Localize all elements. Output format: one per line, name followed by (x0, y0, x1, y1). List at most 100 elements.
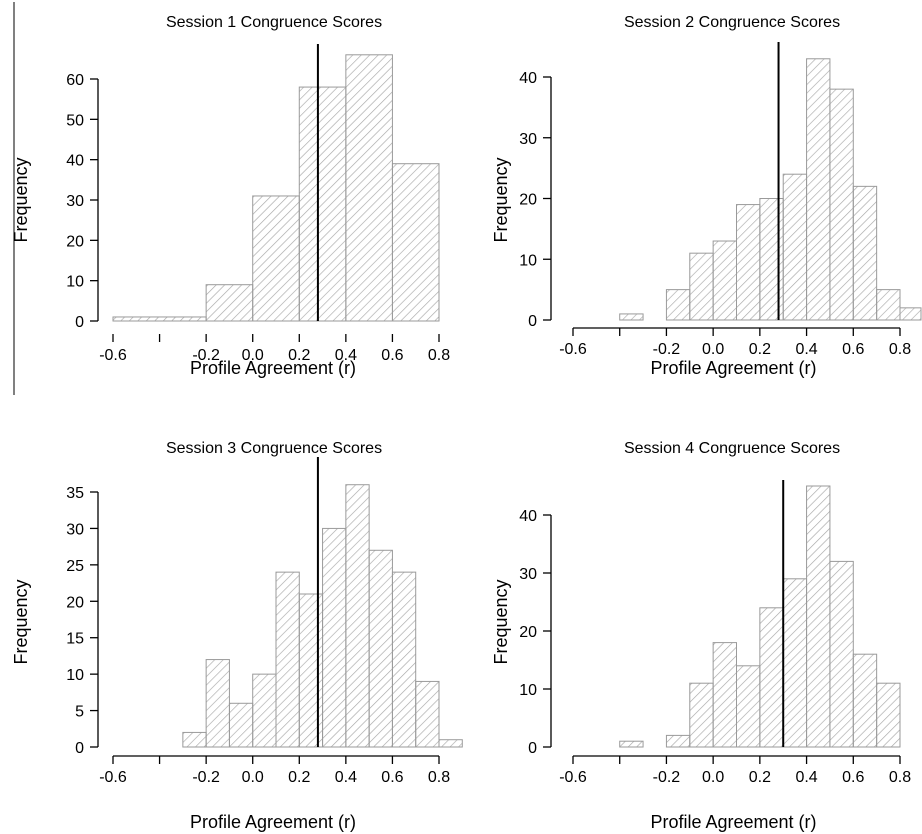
histogram-bar (345, 54, 393, 322)
histogram-bar (852, 653, 878, 748)
x-tick-label: 0.8 (428, 769, 450, 786)
histogram-bar (852, 185, 878, 321)
x-tick-label: -0.6 (559, 341, 587, 358)
x-tick-label: 0.4 (795, 341, 817, 358)
x-tick-label: 0.0 (702, 769, 724, 786)
histogram-bar (876, 289, 901, 321)
y-axis-label: Frequency (11, 579, 31, 664)
x-axis-label: Profile Agreement (r) (650, 358, 816, 378)
x-axis-label: Profile Agreement (r) (190, 812, 356, 832)
histogram-bar (228, 702, 254, 748)
x-tick-label: 0.2 (749, 341, 771, 358)
x-tick-label: -0.2 (192, 347, 220, 364)
histogram-bar (619, 313, 644, 321)
y-axis-label: Frequency (11, 157, 31, 242)
histogram-bar (712, 240, 738, 321)
panel-title: Session 4 Congruence Scores (624, 440, 840, 457)
histogram-bar (298, 86, 347, 322)
histogram-bar (415, 680, 440, 748)
histogram-bar (829, 560, 854, 748)
histogram-bar (876, 682, 901, 748)
histogram-bar (205, 284, 254, 322)
x-tick-label: 0.0 (242, 769, 264, 786)
histogram-bar (182, 731, 207, 748)
x-tick-label: -0.6 (99, 347, 127, 364)
panel-title: Session 1 Congruence Scores (166, 14, 382, 31)
histogram-bar (252, 195, 300, 322)
y-tick-label: 10 (519, 252, 537, 269)
y-tick-label: 15 (66, 631, 84, 648)
histogram-bar (806, 485, 831, 748)
x-tick-label: 0.4 (335, 769, 357, 786)
histogram-bar (782, 173, 808, 321)
y-tick-label: 60 (66, 72, 84, 89)
histogram-bar (689, 252, 714, 321)
x-tick-label: 0.8 (889, 769, 911, 786)
x-axis-label: Profile Agreement (r) (190, 358, 356, 378)
x-axis-label: Profile Agreement (r) (650, 812, 816, 832)
y-tick-label: 5 (75, 704, 84, 721)
histogram-bar (736, 204, 761, 321)
x-tick-label: 0.0 (242, 347, 264, 364)
histogram-panel-3: Session 3 Congruence Scores 0 5 10 15 20 25 30 3… (11, 440, 463, 832)
x-tick-label: 0.4 (335, 347, 357, 364)
y-tick-label: 20 (519, 192, 537, 209)
y-axis-label: Frequency (491, 157, 511, 242)
y-tick-label: 35 (66, 485, 84, 502)
x-tick-label: 0.6 (381, 347, 403, 364)
y-tick-label: 40 (519, 508, 537, 525)
y-tick-label: 10 (66, 274, 84, 291)
histogram-bar (322, 527, 347, 748)
x-tick-label: -0.6 (559, 769, 587, 786)
histogram-bar (782, 578, 808, 748)
y-tick-label: 50 (66, 112, 84, 129)
histogram-panel-2: Session 2 Congruence Scores 0 10 20 30 40 -0.6… (491, 14, 922, 378)
histogram-bar (298, 593, 324, 748)
histogram-bar (759, 198, 784, 321)
histogram-bar (736, 665, 761, 748)
histogram-bar (806, 58, 831, 321)
x-tick-label: 0.4 (795, 769, 817, 786)
x-tick-label: 0.8 (428, 347, 450, 364)
histogram-bar (665, 734, 691, 748)
x-tick-label: -0.2 (192, 769, 220, 786)
panel-title: Session 3 Congruence Scores (166, 440, 382, 457)
y-tick-label: 25 (66, 558, 84, 575)
histogram-panel-4: Session 4 Congruence Scores 0 10 20 30 40 -0.6… (491, 440, 911, 832)
y-tick-label: 40 (519, 70, 537, 87)
panel-title: Session 2 Congruence Scores (624, 14, 840, 31)
x-tick-label: 0.6 (381, 769, 403, 786)
histogram-bar (112, 316, 207, 322)
histogram-bar (438, 739, 463, 748)
y-tick-label: 30 (519, 131, 537, 148)
histogram-bar (205, 659, 230, 748)
histogram-bar (275, 571, 300, 748)
x-tick-label: -0.2 (653, 341, 681, 358)
histogram-bar (619, 740, 644, 748)
y-tick-label: 40 (66, 153, 84, 170)
histogram-bar (368, 549, 393, 748)
x-tick-label: 0.6 (842, 769, 864, 786)
y-tick-label: 30 (519, 566, 537, 583)
histogram-bar (689, 682, 714, 748)
histogram-bar (899, 307, 922, 321)
x-tick-label: 0.2 (288, 769, 310, 786)
x-tick-label: -0.6 (99, 769, 127, 786)
x-tick-label: 0.2 (749, 769, 771, 786)
histogram-bar (665, 289, 691, 321)
y-tick-label: 20 (66, 233, 84, 250)
histogram-bar (829, 88, 854, 321)
y-tick-label: 0 (528, 313, 537, 330)
y-tick-label: 0 (75, 314, 84, 331)
histogram-panel-1: Session 1 Congruence Scores 0 10 20 30 40 50 60… (11, 14, 450, 378)
x-tick-label: 0.6 (842, 341, 864, 358)
y-tick-label: 10 (519, 682, 537, 699)
y-tick-label: 30 (66, 521, 84, 538)
y-tick-label: 20 (519, 624, 537, 641)
y-tick-label: 20 (66, 594, 84, 611)
histogram-bar (391, 571, 417, 748)
y-tick-label: 0 (528, 740, 537, 757)
histogram-bar (759, 607, 784, 748)
x-tick-label: 0.0 (702, 341, 724, 358)
